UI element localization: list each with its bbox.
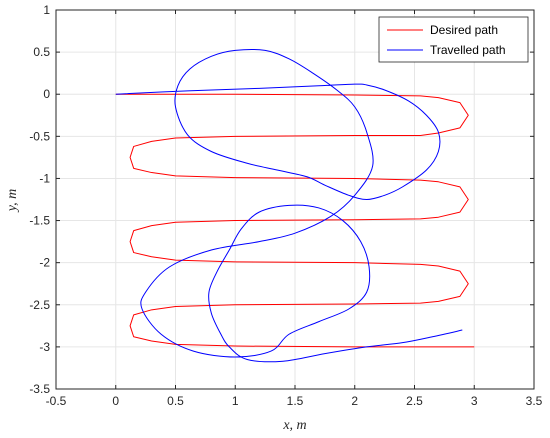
axis-ticks: -0.5 0 0.5 1 1.5 2 2.5 3 3.5 1 0.5 0 -0.5 -1 -1.5 -2 -2.… — [29, 3, 542, 408]
legend-box — [378, 16, 529, 63]
x-tick-label: 2.5 — [406, 394, 423, 408]
legend-label-travelled: Travelled path — [430, 43, 506, 57]
y-tick-label: -3 — [39, 340, 50, 354]
y-tick-label: 0 — [43, 87, 50, 101]
y-tick-label: -1.5 — [29, 214, 50, 228]
y-tick-label: 0.5 — [33, 45, 50, 59]
series-line-desired-path — [115, 93, 475, 348]
x-tick-label: 0.5 — [167, 394, 184, 408]
x-tick-label: -0.5 — [46, 394, 67, 408]
x-tick-label: 1.5 — [287, 394, 304, 408]
y-tick-label: -0.5 — [29, 129, 50, 143]
x-tick-label: 3.5 — [526, 394, 543, 408]
x-tick-label: 2 — [351, 394, 358, 408]
y-axis-label: y, m — [5, 189, 20, 214]
legend-label-desired: Desired path — [430, 23, 498, 37]
y-tick-label: -1 — [39, 171, 50, 185]
y-tick-label: 1 — [43, 3, 50, 17]
legend: Desired path Travelled path — [378, 16, 529, 63]
y-tick-label: -2 — [39, 256, 50, 270]
x-axis-label: x, m — [282, 418, 306, 433]
series-line-travelled-path — [115, 49, 463, 363]
data-lines — [115, 49, 475, 363]
y-tick-label: -3.5 — [29, 382, 50, 396]
x-tick-label: 0 — [112, 394, 119, 408]
x-tick-label: 3 — [471, 394, 478, 408]
y-tick-label: -2.5 — [29, 298, 50, 312]
x-tick-label: 1 — [232, 394, 239, 408]
